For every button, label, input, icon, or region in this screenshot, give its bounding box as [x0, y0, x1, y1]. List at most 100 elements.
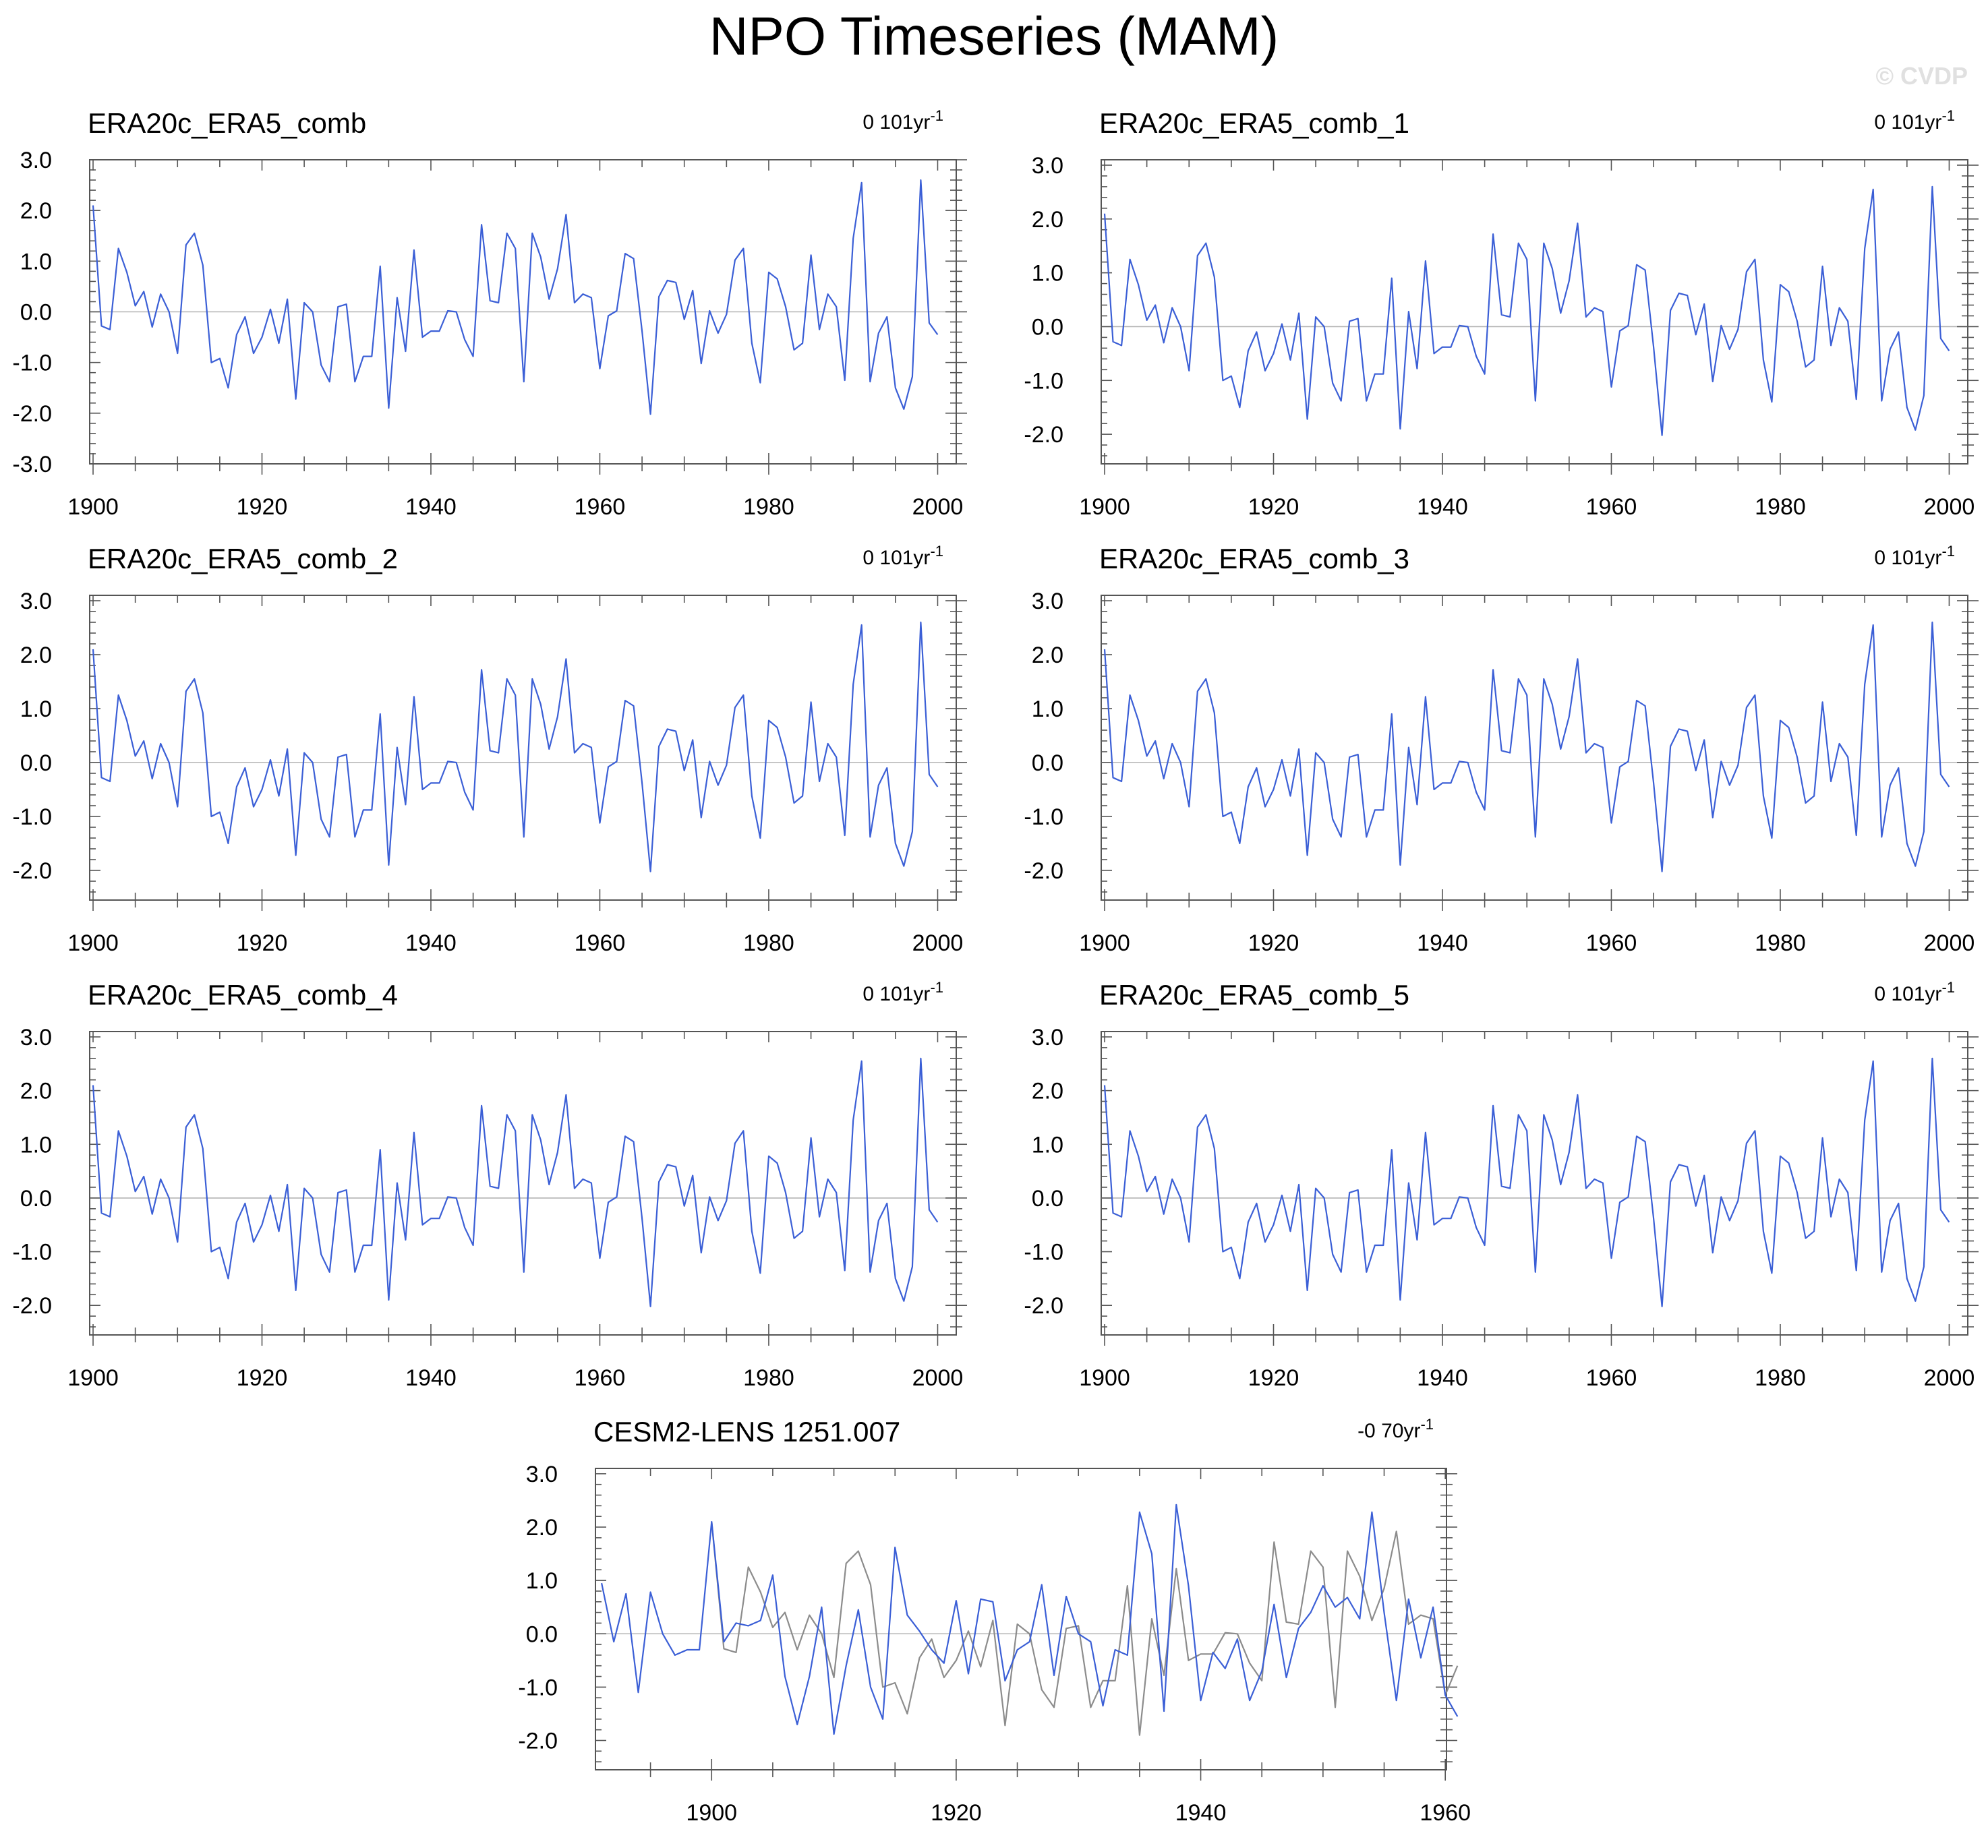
plot-frame — [1101, 595, 1968, 901]
x-tick-label: 2000 — [1924, 1365, 1975, 1391]
x-tick-label: 1980 — [1755, 930, 1806, 956]
x-tick-label: 1900 — [1079, 494, 1130, 520]
trend-label: 0 101yr-1 — [863, 107, 943, 133]
y-tick-label: 3.0 — [1032, 1025, 1063, 1050]
y-tick-label: 2.0 — [20, 198, 52, 224]
y-tick-label: -2.0 — [12, 1293, 52, 1319]
x-tick-label: 1940 — [1417, 494, 1468, 520]
y-tick-label: 2.0 — [1032, 1079, 1063, 1104]
x-tick-label: 2000 — [912, 494, 964, 520]
y-tick-label: -2.0 — [12, 858, 52, 884]
x-tick-label: 1980 — [1755, 1365, 1806, 1391]
y-tick-label: -2.0 — [12, 401, 52, 427]
x-tick-label: 1960 — [575, 1365, 626, 1391]
plot-frame — [1101, 1031, 1968, 1336]
trend-label: 0 101yr-1 — [1874, 107, 1955, 133]
y-tick-label: 3.0 — [20, 589, 52, 614]
panel-2: 3.0 2.0 1.0 0.0 -1.0 -2.0 1900 1920 1940 1960 1980… — [1024, 107, 1979, 520]
trend-value: -0 70yr — [1357, 1420, 1420, 1442]
y-tick-label: 0.0 — [1032, 1186, 1063, 1212]
x-tick-label: 1900 — [67, 1365, 119, 1391]
x-tick-label: 1940 — [1175, 1800, 1227, 1826]
trend-exponent: -1 — [930, 543, 943, 560]
trend-value: 0 101yr — [863, 547, 930, 569]
x-tick-label: 1960 — [1420, 1800, 1471, 1826]
panel-6: 3.0 2.0 1.0 0.0 -1.0 -2.0 1900 1920 1940 1960 1980… — [1024, 979, 1979, 1391]
y-tick-label: 3.0 — [20, 148, 52, 173]
y-tick-label: 3.0 — [526, 1462, 558, 1487]
trend-label: -0 70yr-1 — [1357, 1416, 1434, 1442]
trend-value: 0 101yr — [1874, 111, 1941, 133]
y-tick-label: -1.0 — [12, 1240, 52, 1265]
x-tick-label: 2000 — [912, 930, 964, 956]
x-tick-label: 1900 — [1079, 930, 1130, 956]
panel-1: 3.0 2.0 1.0 0.0 -1.0 -2.0 -3.0 1900 1920 1940 1960… — [12, 107, 967, 520]
y-tick-label: 2.0 — [20, 643, 52, 668]
trend-exponent: -1 — [930, 979, 943, 996]
y-tick-label: 0.0 — [20, 1186, 52, 1212]
y-tick-label: -2.0 — [1024, 422, 1063, 448]
x-tick-label: 1920 — [1248, 494, 1299, 520]
trend-exponent: -1 — [1941, 979, 1955, 996]
x-tick-label: 1960 — [575, 494, 626, 520]
npo-series-line — [92, 179, 939, 415]
y-tick-label: -3.0 — [12, 452, 52, 477]
x-tick-label: 1900 — [67, 494, 119, 520]
x-tick-label: 1920 — [237, 1365, 288, 1391]
y-tick-label: 2.0 — [1032, 207, 1063, 233]
plot-frame — [1101, 159, 1968, 465]
x-tick-label: 1960 — [575, 930, 626, 956]
trend-value: 0 101yr — [1874, 983, 1941, 1005]
x-tick-label: 1920 — [237, 494, 288, 520]
reference-series-line — [711, 1521, 1459, 1736]
npo-series-line — [1103, 1057, 1950, 1307]
x-tick-label: 2000 — [912, 1365, 964, 1391]
plot-frame — [595, 1468, 1447, 1770]
x-tick-label: 1980 — [743, 930, 794, 956]
y-tick-label: 1.0 — [20, 249, 52, 274]
panel-title: ERA20c_ERA5_comb_2 — [88, 543, 398, 574]
y-tick-label: -1.0 — [12, 804, 52, 830]
x-tick-label: 1960 — [1586, 494, 1637, 520]
npo-series-line — [1103, 185, 1950, 436]
y-tick-label: -2.0 — [518, 1728, 558, 1754]
plot-frame — [89, 595, 957, 901]
y-tick-label: 0.0 — [1032, 750, 1063, 776]
x-tick-label: 1920 — [1248, 1365, 1299, 1391]
figure-title: NPO Timeseries (MAM) — [709, 6, 1279, 66]
x-tick-label: 1980 — [1755, 494, 1806, 520]
x-tick-label: 1920 — [1248, 930, 1299, 956]
x-tick-label: 1940 — [405, 494, 457, 520]
y-tick-label: 1.0 — [20, 1132, 52, 1158]
x-tick-label: 1960 — [1586, 930, 1637, 956]
trend-value: 0 101yr — [863, 983, 930, 1005]
x-tick-label: 1980 — [743, 1365, 794, 1391]
y-tick-label: 3.0 — [1032, 589, 1063, 614]
trend-label: 0 101yr-1 — [863, 979, 943, 1005]
x-tick-label: 1980 — [743, 494, 794, 520]
trend-exponent: -1 — [1941, 543, 1955, 560]
y-tick-label: 2.0 — [20, 1079, 52, 1104]
panel-4: 3.0 2.0 1.0 0.0 -1.0 -2.0 1900 1920 1940 1960 1980… — [1024, 543, 1979, 956]
y-tick-label: -1.0 — [1024, 804, 1063, 830]
y-tick-label: -2.0 — [1024, 858, 1063, 884]
x-tick-label: 2000 — [1924, 494, 1975, 520]
x-tick-label: 1920 — [931, 1800, 982, 1826]
y-tick-label: -1.0 — [518, 1675, 558, 1700]
panel-5: 3.0 2.0 1.0 0.0 -1.0 -2.0 1900 1920 1940 1960 1980… — [12, 979, 967, 1391]
trend-exponent: -1 — [930, 107, 943, 124]
x-tick-label: 1960 — [1586, 1365, 1637, 1391]
x-tick-label: 1900 — [67, 930, 119, 956]
y-tick-label: 1.0 — [1032, 261, 1063, 287]
y-tick-label: 0.0 — [20, 300, 52, 326]
x-tick-label: 2000 — [1924, 930, 1975, 956]
y-tick-label: 0.0 — [20, 750, 52, 776]
trend-value: 0 101yr — [863, 111, 930, 133]
panel-3: 3.0 2.0 1.0 0.0 -1.0 -2.0 1900 1920 1940 1960 1980… — [12, 543, 967, 956]
trend-exponent: -1 — [1941, 107, 1955, 124]
npo-series-line — [601, 1503, 1459, 1735]
npo-series-line — [1103, 621, 1950, 872]
panel-title: ERA20c_ERA5_comb_1 — [1099, 107, 1409, 139]
trend-exponent: -1 — [1420, 1416, 1434, 1433]
y-tick-label: -1.0 — [12, 351, 52, 376]
